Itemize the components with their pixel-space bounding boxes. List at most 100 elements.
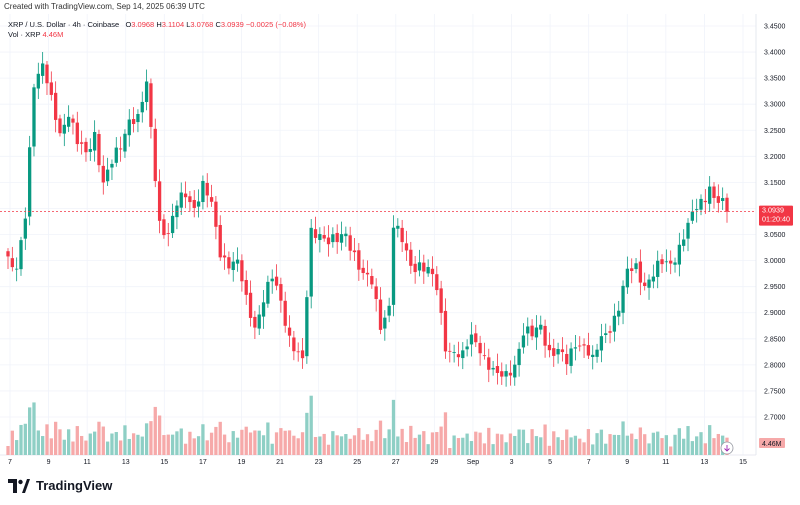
time-tick-label: 11 (662, 459, 669, 466)
volume-bar (309, 395, 313, 455)
candle-body (669, 260, 673, 264)
volume-bar (526, 443, 530, 455)
volume-bar (552, 431, 556, 455)
candle-body (322, 235, 326, 239)
candle-body (638, 261, 643, 283)
candle-body (699, 198, 703, 210)
volume-bar (539, 437, 543, 455)
candle-body (582, 344, 586, 346)
volume-bar (66, 429, 71, 455)
candle-body (253, 316, 257, 328)
volume-bar (339, 436, 344, 455)
volume-bar (521, 429, 526, 455)
volume-bar (699, 432, 703, 455)
volume-label: Vol · XRP (8, 30, 41, 39)
volume-bar (712, 438, 716, 455)
volume-bar (690, 441, 694, 455)
candle-body (296, 351, 300, 353)
candle-body (222, 255, 227, 258)
volume-bar (127, 438, 131, 455)
candle-body (491, 367, 495, 370)
volume-bar (352, 435, 357, 455)
candle-body (153, 128, 157, 182)
candle-body (15, 268, 19, 270)
volume-bar (287, 430, 292, 455)
candle-body (357, 250, 361, 270)
volume-bar (716, 433, 720, 455)
candle-body (205, 182, 209, 196)
change-value: −0.0025 (−0.08%) (245, 20, 306, 29)
candle-body (157, 181, 162, 221)
candle-body (41, 63, 45, 76)
candle-body (465, 346, 469, 350)
time-tick-label: 23 (315, 459, 323, 466)
candle-body (231, 261, 235, 271)
goto-realtime-icon[interactable] (720, 441, 734, 455)
volume-bar (443, 412, 448, 455)
candle-body (240, 260, 244, 282)
volume-bar (365, 434, 370, 455)
candle-body (391, 227, 396, 305)
time-tick-label: 29 (430, 459, 438, 466)
volume-bar (578, 438, 582, 455)
volume-bar (235, 437, 240, 455)
candle-body (196, 201, 201, 207)
volume-bar (452, 435, 456, 455)
volume-bar (183, 443, 188, 455)
volume-bar (474, 431, 478, 455)
volume-bar (500, 434, 504, 455)
volume-bar (517, 429, 521, 455)
volume-bar (196, 436, 201, 455)
volume-bar (430, 432, 435, 455)
volume-bar (118, 440, 123, 455)
volume-bar (162, 435, 166, 455)
candle-body (188, 196, 192, 203)
candle-body (352, 250, 357, 253)
candle-body (569, 348, 573, 366)
candle-body (361, 267, 365, 273)
candle-body (417, 262, 422, 271)
volume-bar (149, 421, 153, 455)
volume-bar (244, 426, 248, 455)
candle-body (647, 279, 651, 288)
tradingview-logo[interactable]: TradingView (8, 478, 112, 493)
high-label: H (156, 20, 162, 29)
time-tick-label: 7 (587, 459, 591, 466)
time-tick-label: 15 (160, 459, 168, 466)
volume-bar (10, 430, 14, 455)
volume-bar (426, 444, 430, 455)
volume-bar (71, 441, 75, 455)
volume-bar (270, 443, 274, 455)
volume-bar (599, 429, 604, 455)
volume-bar (179, 428, 183, 455)
volume-bar (300, 432, 305, 455)
candle-body (318, 234, 322, 240)
volume-bar (634, 439, 638, 455)
candle-body (326, 237, 331, 245)
volume-bar (504, 442, 508, 455)
candle-body (673, 262, 677, 265)
candle-body (309, 227, 313, 297)
candle-body (127, 119, 131, 136)
time-axis: 7 9 11 13 15 17 19 21 23 25 27 29 Sep 3 5 7 9 11 13 15 (8, 459, 747, 466)
volume-bars (6, 395, 729, 455)
candle-body (58, 118, 62, 134)
volume-bar (131, 433, 136, 455)
time-tick-label: 21 (276, 459, 284, 466)
candle-body (28, 147, 32, 217)
volume-bar (703, 443, 707, 455)
candle-body (604, 333, 608, 335)
candle-body (140, 101, 144, 113)
candle-body (656, 260, 660, 277)
candle-body (166, 233, 170, 234)
volume-bar (469, 441, 474, 455)
candle-body (261, 302, 266, 317)
volume-value: 4.46M (762, 441, 782, 448)
volume-bar (396, 436, 400, 455)
volume-legend-value: 4.46M (42, 30, 64, 39)
volume-bar (708, 425, 712, 455)
candle-body (586, 345, 591, 356)
volume-bar (413, 437, 417, 455)
candle-body (452, 352, 456, 354)
